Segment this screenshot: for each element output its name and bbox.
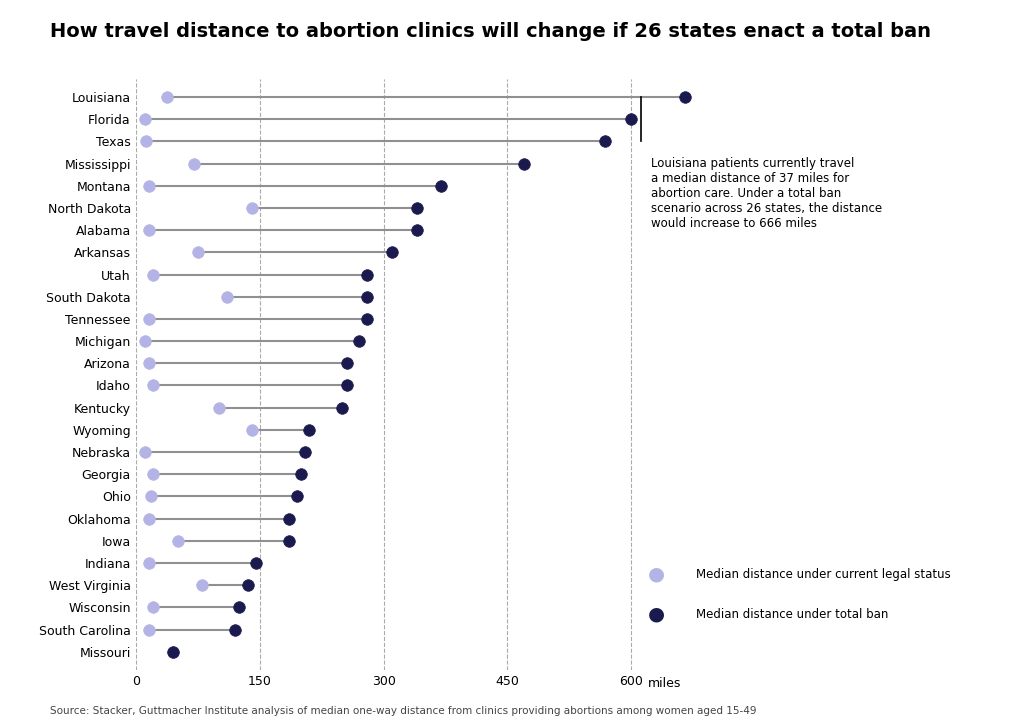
Point [338, 379, 355, 391]
Point [334, 402, 350, 413]
Point [136, 446, 153, 458]
Point [138, 135, 155, 147]
Text: Median distance under total ban: Median distance under total ban [697, 608, 889, 621]
Point [144, 469, 161, 480]
Point [143, 491, 160, 503]
Point [289, 491, 305, 503]
Point [140, 358, 157, 369]
Point [231, 602, 247, 613]
Point [140, 225, 157, 236]
Point [384, 246, 400, 258]
Point [360, 313, 376, 325]
Point [144, 602, 161, 613]
Point [136, 336, 153, 347]
Point [243, 202, 260, 214]
Text: ●: ● [647, 564, 665, 584]
Text: Louisiana patients currently travel
a median distance of 37 miles for
abortion c: Louisiana patients currently travel a me… [651, 157, 882, 230]
Point [190, 246, 206, 258]
Point [301, 424, 317, 436]
Point [227, 624, 243, 636]
Point [239, 580, 256, 591]
Point [219, 291, 235, 302]
Point [140, 557, 157, 569]
Point [281, 535, 297, 546]
Point [338, 358, 355, 369]
Point [433, 180, 449, 192]
Point [194, 580, 210, 591]
Point [409, 225, 425, 236]
Point [350, 336, 367, 347]
Point [360, 291, 376, 302]
Point [166, 646, 182, 657]
Point [186, 158, 202, 169]
Point [623, 113, 639, 125]
Point [243, 424, 260, 436]
Point [140, 180, 157, 192]
Point [678, 91, 694, 103]
Point [170, 535, 186, 546]
Point [516, 158, 532, 169]
Point [211, 402, 227, 413]
Point [140, 513, 157, 524]
Text: Median distance under current legal status: Median distance under current legal stat… [697, 567, 951, 580]
Text: miles: miles [647, 678, 681, 690]
Point [144, 379, 161, 391]
Point [140, 313, 157, 325]
Point [144, 269, 161, 280]
Point [159, 91, 175, 103]
Point [297, 446, 313, 458]
Point [409, 202, 425, 214]
Point [360, 269, 376, 280]
Text: ●: ● [647, 605, 665, 624]
Point [597, 135, 613, 147]
Point [166, 646, 182, 657]
Point [247, 557, 264, 569]
Point [140, 624, 157, 636]
Text: Source: Stacker, Guttmacher Institute analysis of median one-way distance from c: Source: Stacker, Guttmacher Institute an… [50, 706, 758, 716]
Point [281, 513, 297, 524]
Text: How travel distance to abortion clinics will change if 26 states enact a total b: How travel distance to abortion clinics … [50, 22, 931, 40]
Point [136, 113, 153, 125]
Point [293, 469, 309, 480]
